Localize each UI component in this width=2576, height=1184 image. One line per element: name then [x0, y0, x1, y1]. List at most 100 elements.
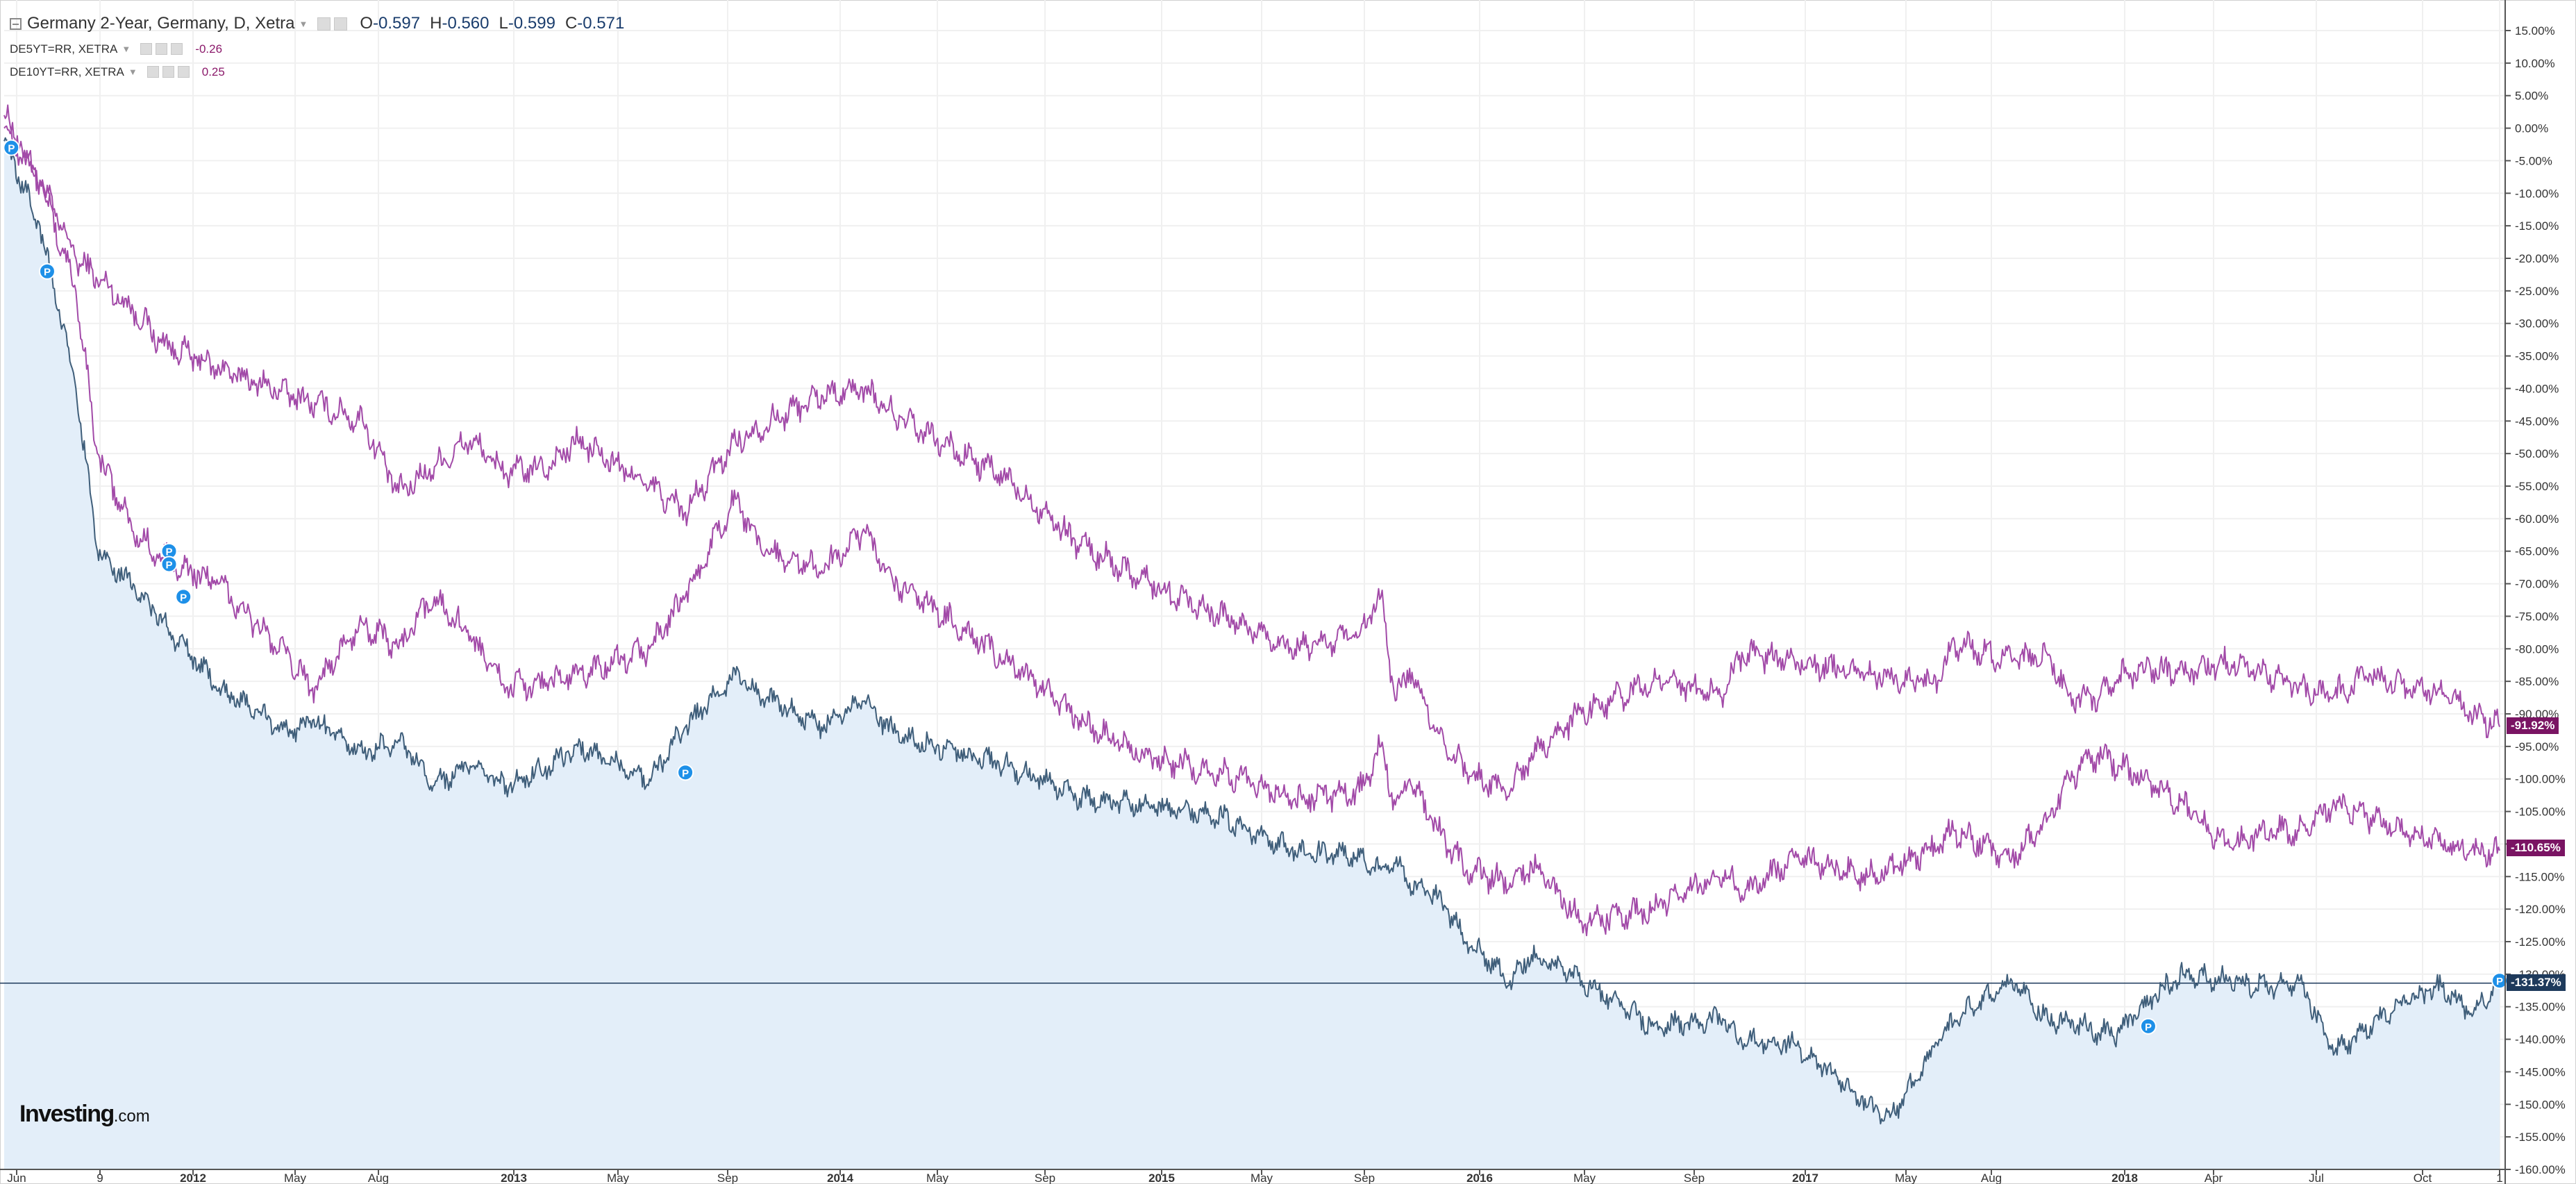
x-tick-label: 2014 — [827, 1172, 853, 1184]
y-tick-label: -75.00% — [2515, 610, 2559, 623]
x-tick-label: Sep — [717, 1172, 738, 1184]
svg-text:P: P — [2145, 1022, 2152, 1033]
caret-down-icon[interactable]: ▼ — [128, 67, 137, 77]
y-tick-label: -20.00% — [2515, 252, 2559, 265]
y-tick-label: -60.00% — [2515, 512, 2559, 526]
last-value-tag: -131.37% — [2507, 974, 2566, 991]
y-tick-label: -160.00% — [2515, 1163, 2566, 1176]
overlay-legend-de5y: DE5YT=RR, XETRA ▼ -0.26 — [10, 37, 634, 60]
x-tick-label: 9 — [97, 1172, 103, 1184]
ohlc-low: L-0.599 — [499, 14, 555, 33]
x-tick-label: Jun — [7, 1172, 26, 1184]
y-tick-label: 10.00% — [2515, 57, 2555, 70]
y-tick-label: -50.00% — [2515, 447, 2559, 460]
x-tick-label: May — [284, 1172, 307, 1184]
y-tick-label: -55.00% — [2515, 480, 2559, 493]
y-tick-label: -100.00% — [2515, 773, 2566, 786]
y-tick-label: -10.00% — [2515, 187, 2559, 200]
ohlc-close: C-0.571 — [564, 14, 625, 33]
p-marker-icon[interactable]: P — [3, 139, 20, 156]
x-tick-label: May — [607, 1172, 630, 1184]
svg-text:P: P — [166, 559, 173, 571]
y-tick-label: -30.00% — [2515, 317, 2559, 331]
y-tick-label: -105.00% — [2515, 806, 2566, 819]
chart-legend: Germany 2-Year, Germany, D, Xetra ▼ O-0.… — [10, 10, 634, 83]
p-marker-icon[interactable]: P — [677, 764, 694, 781]
x-tick-label: Sep — [1354, 1172, 1375, 1184]
svg-text:P: P — [8, 143, 15, 155]
x-tick-label: Sep — [1684, 1172, 1705, 1184]
y-tick-label: 0.00% — [2515, 122, 2548, 135]
y-tick-label: -45.00% — [2515, 415, 2559, 428]
y-tick-label: -135.00% — [2515, 1001, 2566, 1014]
x-tick-label: Oct — [2414, 1172, 2432, 1184]
y-tick-label: -40.00% — [2515, 382, 2559, 395]
y-tick-label: -125.00% — [2515, 935, 2566, 949]
y-tick-label: -80.00% — [2515, 642, 2559, 656]
svg-text:P: P — [2496, 976, 2503, 987]
x-tick-label: May — [1573, 1172, 1596, 1184]
gear-icon[interactable] — [317, 17, 331, 31]
ohlc-high: H-0.560 — [430, 14, 490, 33]
x-axis: Jun 9 2012 May Aug 2013 May Sep 2014 May Sep 2015 Ma… — [0, 1169, 2505, 1184]
x-tick-label: May — [1251, 1172, 1273, 1184]
x-tick-label: 2017 — [1792, 1172, 1818, 1184]
y-tick-label: -5.00% — [2515, 154, 2552, 167]
x-tick-label: 2016 — [1466, 1172, 1493, 1184]
p-marker-icon[interactable]: P — [2139, 1017, 2157, 1035]
caret-down-icon[interactable]: ▼ — [299, 18, 308, 29]
svg-text:P: P — [682, 767, 689, 779]
series-line-de10y — [3, 104, 2500, 801]
x-tick-label: Jul — [2309, 1172, 2324, 1184]
eye-icon[interactable] — [162, 66, 174, 78]
y-tick-label: -70.00% — [2515, 578, 2559, 591]
last-value-tag: -110.65% — [2507, 839, 2565, 856]
x-tick-label: 1 — [2496, 1172, 2502, 1184]
minus-square-icon[interactable] — [10, 17, 22, 30]
y-tick-label: -155.00% — [2515, 1131, 2566, 1144]
y-tick-label: -25.00% — [2515, 285, 2559, 298]
y-axis: 15.00% 10.00% 5.00% 0.00% -5.00% -10.00% -15.0… — [2504, 0, 2566, 1184]
x-tick-label: Apr — [2205, 1172, 2223, 1184]
p-marker-icon[interactable]: P — [38, 262, 56, 280]
y-tick-label: -150.00% — [2515, 1098, 2566, 1111]
area-fill-germany-2y — [4, 137, 2500, 1170]
close-icon[interactable] — [177, 66, 190, 78]
overlay-value: -0.26 — [195, 42, 223, 56]
y-tick-label: 15.00% — [2515, 24, 2555, 37]
eye-icon[interactable] — [156, 43, 168, 55]
eye-icon[interactable] — [334, 17, 348, 31]
x-tick-label: 2012 — [180, 1172, 206, 1184]
last-value-tag: -91.92% — [2507, 717, 2559, 734]
overlay-value: 0.25 — [201, 65, 225, 78]
x-tick-label: Sep — [1035, 1172, 1055, 1184]
gear-icon[interactable] — [147, 66, 159, 78]
y-tick-label: -15.00% — [2515, 219, 2559, 233]
close-icon[interactable] — [171, 43, 183, 55]
caret-down-icon[interactable]: ▼ — [122, 44, 131, 54]
y-tick-label: -35.00% — [2515, 350, 2559, 363]
x-tick-label: 2013 — [501, 1172, 527, 1184]
main-series-title: Germany 2-Year, Germany, D, Xetra — [27, 14, 295, 33]
svg-text:P: P — [44, 267, 51, 278]
svg-text:P: P — [166, 547, 173, 558]
p-marker-icon[interactable]: P — [160, 556, 178, 573]
y-tick-label: -145.00% — [2515, 1065, 2566, 1078]
overlay-label: DE5YT=RR, XETRA — [10, 42, 118, 56]
svg-text:P: P — [180, 592, 187, 603]
y-tick-label: -95.00% — [2515, 740, 2559, 753]
chart-series-layer — [0, 104, 2505, 1170]
gear-icon[interactable] — [140, 43, 153, 55]
y-tick-label: -65.00% — [2515, 545, 2559, 558]
x-tick-label: May — [926, 1172, 949, 1184]
overlay-legend-de10y: DE10YT=RR, XETRA ▼ 0.25 — [10, 60, 634, 83]
x-tick-label: Aug — [1981, 1172, 2002, 1184]
main-series-legend: Germany 2-Year, Germany, D, Xetra ▼ O-0.… — [10, 10, 634, 37]
investing-logo: Investing.com — [19, 1101, 150, 1127]
x-tick-label: Aug — [368, 1172, 389, 1184]
p-marker-icon[interactable]: P — [175, 588, 192, 606]
x-tick-label: May — [1895, 1172, 1918, 1184]
y-tick-label: -85.00% — [2515, 675, 2559, 688]
